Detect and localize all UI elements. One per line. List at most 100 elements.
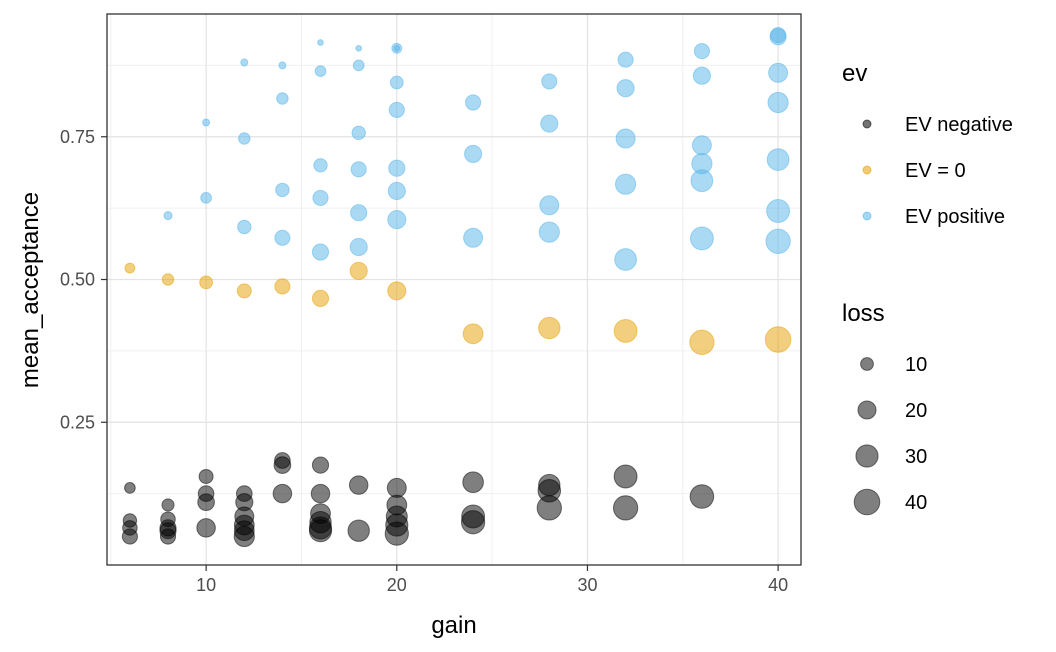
x-tick-label: 20 bbox=[387, 575, 407, 595]
data-point bbox=[163, 211, 173, 221]
data-point bbox=[273, 456, 292, 474]
data-point bbox=[465, 94, 482, 111]
data-point bbox=[349, 237, 368, 257]
x-tick-label: 10 bbox=[196, 575, 216, 595]
plot-panel bbox=[107, 14, 801, 565]
data-point bbox=[460, 510, 486, 535]
color-legend-entries: EV negative EV = 0 EV positive bbox=[862, 114, 1013, 228]
data-point bbox=[312, 189, 329, 206]
data-point bbox=[613, 318, 638, 343]
data-point bbox=[538, 316, 561, 340]
data-point bbox=[348, 475, 369, 495]
data-point bbox=[693, 43, 710, 60]
data-point bbox=[463, 227, 484, 248]
color-legend-title: ev bbox=[842, 60, 867, 87]
data-point bbox=[350, 161, 367, 178]
data-point bbox=[347, 519, 370, 542]
legend-key-size bbox=[860, 357, 874, 371]
data-point bbox=[308, 519, 333, 543]
data-point bbox=[616, 79, 635, 98]
data-point bbox=[197, 493, 215, 512]
data-point bbox=[311, 456, 330, 474]
data-point bbox=[689, 329, 715, 355]
data-point bbox=[764, 326, 792, 353]
data-point bbox=[613, 464, 638, 489]
data-point bbox=[387, 181, 406, 201]
legend-key-color bbox=[862, 119, 872, 129]
data-point bbox=[274, 278, 291, 295]
data-point bbox=[536, 495, 562, 521]
data-point bbox=[389, 75, 404, 90]
data-point bbox=[391, 42, 403, 54]
x-tick-label: 40 bbox=[768, 575, 788, 595]
legend-key-size bbox=[855, 444, 879, 468]
data-point bbox=[121, 528, 138, 545]
data-point bbox=[692, 66, 711, 85]
data-point bbox=[161, 273, 175, 286]
data-point bbox=[387, 281, 407, 301]
data-point bbox=[238, 132, 251, 145]
data-points bbox=[121, 27, 792, 548]
data-point bbox=[387, 210, 407, 230]
legend-label-size: 20 bbox=[905, 400, 927, 422]
y-tick-label: 0.25 bbox=[60, 412, 95, 432]
data-point bbox=[275, 182, 290, 198]
data-point bbox=[200, 192, 212, 204]
data-point bbox=[236, 283, 252, 299]
data-point bbox=[769, 28, 787, 46]
legend-key-size bbox=[853, 488, 881, 516]
data-point bbox=[310, 483, 331, 504]
data-point bbox=[355, 44, 363, 52]
data-point bbox=[159, 528, 177, 545]
data-point bbox=[124, 262, 136, 274]
data-point bbox=[768, 62, 789, 83]
legend-label-color: EV = 0 bbox=[905, 160, 966, 182]
legend-key-color bbox=[862, 165, 872, 175]
data-point bbox=[689, 484, 715, 509]
data-point bbox=[539, 195, 560, 216]
data-point bbox=[237, 219, 252, 235]
data-point bbox=[538, 221, 560, 243]
x-tick-label: 30 bbox=[577, 575, 597, 595]
data-point bbox=[313, 158, 328, 173]
data-point bbox=[540, 114, 559, 133]
data-point bbox=[615, 128, 636, 149]
data-point bbox=[464, 144, 483, 163]
legend: ev EV negative EV = 0 EV positive loss 10 2… bbox=[842, 60, 1013, 516]
legend-key-color bbox=[862, 211, 872, 221]
x-axis-title: gain bbox=[431, 612, 476, 639]
data-point bbox=[199, 275, 214, 290]
axes: 10 20 30 40 0.25 0.50 0.75 bbox=[60, 127, 788, 595]
data-point bbox=[384, 521, 409, 546]
data-point bbox=[388, 159, 406, 177]
y-tick-label: 0.75 bbox=[60, 127, 95, 147]
plot-border bbox=[106, 13, 802, 566]
legend-key-size bbox=[857, 400, 877, 420]
data-point bbox=[612, 495, 639, 521]
data-point bbox=[388, 101, 405, 118]
y-tick-label: 0.50 bbox=[60, 270, 95, 290]
data-point bbox=[196, 518, 216, 538]
data-point bbox=[614, 248, 637, 271]
data-point bbox=[278, 61, 287, 70]
data-point bbox=[240, 58, 249, 67]
data-point bbox=[198, 468, 214, 485]
data-point bbox=[386, 477, 407, 498]
data-point bbox=[765, 228, 791, 254]
data-point bbox=[691, 135, 712, 156]
size-legend-entries: 10 20 30 40 bbox=[853, 354, 927, 516]
data-point bbox=[617, 51, 634, 68]
data-point bbox=[767, 91, 789, 114]
data-point bbox=[124, 482, 136, 494]
data-point bbox=[766, 148, 790, 171]
y-axis-title: mean_acceptance bbox=[17, 192, 44, 388]
data-point bbox=[351, 125, 366, 141]
data-point bbox=[311, 243, 330, 261]
legend-label-size: 10 bbox=[905, 354, 927, 376]
legend-label-size: 30 bbox=[905, 446, 927, 468]
legend-label-color: EV negative bbox=[905, 114, 1013, 136]
data-point bbox=[350, 204, 368, 222]
data-point bbox=[352, 59, 365, 72]
data-point bbox=[233, 525, 255, 548]
